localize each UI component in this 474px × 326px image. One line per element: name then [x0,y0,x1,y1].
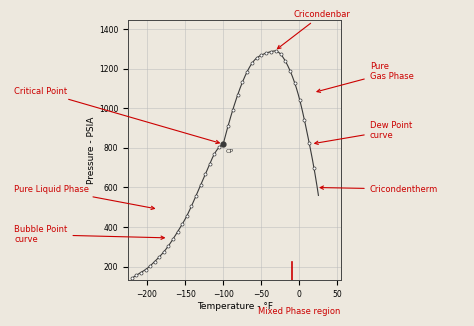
X-axis label: Temperature - °F: Temperature - °F [197,302,273,311]
Y-axis label: Pressure - PSIA: Pressure - PSIA [87,116,96,184]
Text: Mixed Phase region: Mixed Phase region [258,307,341,316]
Text: Critical Point: Critical Point [14,87,219,143]
Text: Dew Point
curve: Dew Point curve [315,121,412,144]
Text: Pure Liquid Phase: Pure Liquid Phase [14,185,155,210]
Text: Bubble Point
curve: Bubble Point curve [14,225,164,244]
Text: CP: CP [226,149,234,154]
Text: Pure
Gas Phase: Pure Gas Phase [317,62,414,92]
Text: Cricondentherm: Cricondentherm [320,185,438,194]
Text: Cricondenbar: Cricondenbar [277,10,351,49]
